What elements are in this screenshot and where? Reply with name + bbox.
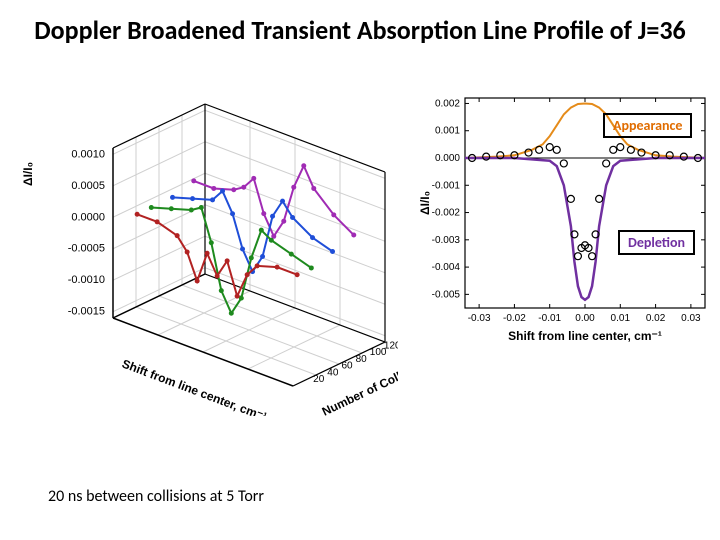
svg-text:0.001: 0.001 — [435, 126, 460, 137]
svg-text:0.02: 0.02 — [646, 313, 666, 324]
svg-text:-0.001: -0.001 — [432, 180, 461, 191]
svg-text:ΔI/I₀: ΔI/I₀ — [418, 191, 432, 215]
svg-text:-0.005: -0.005 — [432, 289, 461, 300]
depletion-label: Depletion — [628, 234, 685, 251]
svg-text:0.01: 0.01 — [611, 313, 631, 324]
footer-note: 20 ns between collisions at 5 Torr — [48, 487, 264, 506]
page-title: Doppler Broadened Transient Absorption L… — [0, 0, 720, 46]
plot3d-svg: 0.0010 0.0005 0.0000 -0.0005 -0.0010 -0.0015 1… — [18, 56, 398, 416]
svg-text:0.0000: 0.0000 — [71, 211, 105, 223]
svg-text:0.0005: 0.0005 — [71, 180, 105, 192]
plot3d-panel: 0.0010 0.0005 0.0000 -0.0005 -0.0010 -0.0015 1… — [18, 56, 398, 416]
svg-text:-0.004: -0.004 — [432, 262, 461, 273]
svg-text:-0.02: -0.02 — [503, 313, 526, 324]
svg-text:40: 40 — [327, 367, 339, 378]
svg-text:-0.003: -0.003 — [432, 235, 461, 246]
svg-text:0.00: 0.00 — [575, 313, 595, 324]
svg-text:0.03: 0.03 — [681, 313, 701, 324]
svg-text:20: 20 — [313, 374, 325, 385]
svg-text:-0.002: -0.002 — [432, 207, 461, 218]
svg-text:-0.03: -0.03 — [468, 313, 491, 324]
svg-text:-0.0010: -0.0010 — [68, 274, 105, 286]
depletion-annotation: Depletion — [618, 230, 695, 255]
svg-text:100: 100 — [370, 347, 387, 358]
svg-text:ΔI/I₀: ΔI/I₀ — [21, 162, 35, 186]
svg-text:60: 60 — [341, 361, 353, 372]
appearance-label: Appearance — [613, 117, 682, 134]
appearance-annotation: Appearance — [603, 113, 692, 138]
svg-text:Shift from line center, cm⁻¹: Shift from line center, cm⁻¹ — [120, 356, 269, 415]
svg-text:-0.0015: -0.0015 — [68, 306, 105, 318]
svg-text:80: 80 — [356, 354, 368, 365]
svg-text:-0.01: -0.01 — [538, 313, 561, 324]
svg-text:-0.0005: -0.0005 — [68, 243, 105, 255]
svg-text:0.0010: 0.0010 — [71, 148, 105, 160]
plot-area: 0.0010 0.0005 0.0000 -0.0005 -0.0010 -0.0015 1… — [0, 66, 720, 426]
svg-text:0.002: 0.002 — [435, 98, 460, 109]
svg-text:Shift from line center, cm⁻¹: Shift from line center, cm⁻¹ — [508, 329, 662, 343]
svg-text:0.000: 0.000 — [435, 153, 460, 164]
